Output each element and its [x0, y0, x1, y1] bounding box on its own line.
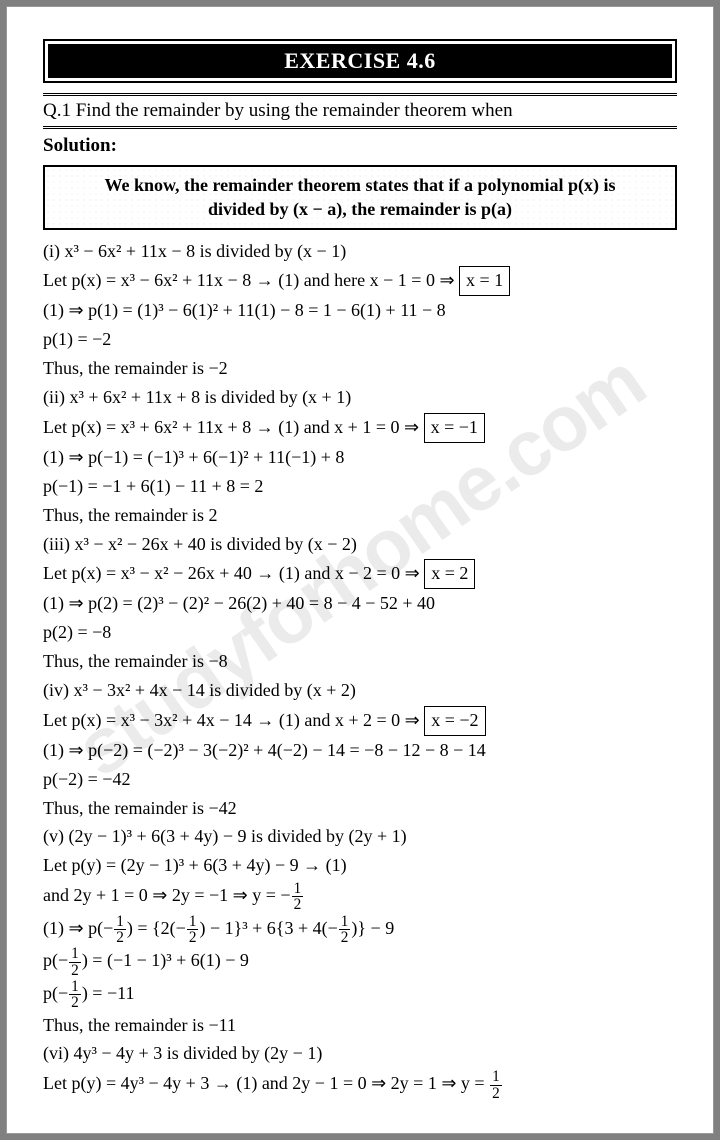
question-text: Q.1 Find the remainder by using the rema…: [43, 100, 677, 122]
step: Thus, the remainder is −11: [43, 1012, 677, 1040]
step: Thus, the remainder is −2: [43, 355, 677, 383]
text: Let p(x) = x³ − x² − 26x + 40 → (1) and …: [43, 563, 424, 583]
text: p(−: [43, 950, 68, 970]
answer-box: x = 2: [424, 559, 475, 589]
text: Let p(x) = x³ + 6x² + 11x + 8 → (1) and …: [43, 417, 424, 437]
step: p(−2) = −42: [43, 766, 677, 794]
theorem-box: We know, the remainder theorem states th…: [43, 165, 677, 230]
exercise-banner: EXERCISE 4.6: [43, 39, 677, 83]
page: studyforhome.com EXERCISE 4.6 Q.1 Find t…: [6, 6, 714, 1134]
answer-box: x = −1: [424, 413, 485, 443]
step: (1) ⇒ p(1) = (1)³ − 6(1)² + 11(1) − 8 = …: [43, 297, 677, 325]
fraction-half: 12: [187, 914, 199, 946]
step: Let p(y) = 4y³ − 4y + 3 → (1) and 2y − 1…: [43, 1069, 677, 1101]
step: Thus, the remainder is 2: [43, 502, 677, 530]
step: (1) ⇒ p(2) = (2)³ − (2)² − 26(2) + 40 = …: [43, 590, 677, 618]
step: (iv) x³ − 3x² + 4x − 14 is divided by (x…: [43, 677, 677, 705]
step: Thus, the remainder is −8: [43, 648, 677, 676]
text: ) = {2(−: [127, 918, 186, 938]
step: (i) x³ − 6x² + 11x − 8 is divided by (x …: [43, 238, 677, 266]
divider-bottom: [43, 126, 677, 129]
step: and 2y + 1 = 0 ⇒ 2y = −1 ⇒ y = −12: [43, 881, 677, 913]
step: (1) ⇒ p(−2) = (−2)³ − 3(−2)² + 4(−2) − 1…: [43, 737, 677, 765]
step: p(−12) = −11: [43, 979, 677, 1011]
step: Let p(x) = x³ − 3x² + 4x − 14 → (1) and …: [43, 706, 677, 736]
text: p(−: [43, 983, 68, 1003]
step: (v) (2y − 1)³ + 6(3 + 4y) − 9 is divided…: [43, 823, 677, 851]
step: p(−12) = (−1 − 1)³ + 6(1) − 9: [43, 946, 677, 978]
fraction-half: 12: [69, 946, 81, 978]
fraction-half: 12: [490, 1069, 502, 1101]
step: p(1) = −2: [43, 326, 677, 354]
fraction-half: 12: [69, 979, 81, 1011]
step: (ii) x³ + 6x² + 11x + 8 is divided by (x…: [43, 384, 677, 412]
answer-box: x = −2: [424, 706, 485, 736]
answer-box: x = 1: [459, 266, 510, 296]
step: Let p(x) = x³ − x² − 26x + 40 → (1) and …: [43, 559, 677, 589]
solution-content: (i) x³ − 6x² + 11x − 8 is divided by (x …: [43, 238, 677, 1101]
fraction-half: 12: [339, 914, 351, 946]
step: (1) ⇒ p(−12) = {2(−12) − 1}³ + 6{3 + 4(−…: [43, 914, 677, 946]
step: p(−1) = −1 + 6(1) − 11 + 8 = 2: [43, 473, 677, 501]
theorem-line-1: We know, the remainder theorem states th…: [55, 173, 665, 197]
theorem-line-2: divided by (x − a), the remainder is p(a…: [55, 197, 665, 221]
fraction-half: 12: [114, 914, 126, 946]
step: (vi) 4y³ − 4y + 3 is divided by (2y − 1): [43, 1040, 677, 1068]
exercise-title: EXERCISE 4.6: [48, 44, 672, 78]
step: Let p(x) = x³ − 6x² + 11x − 8 → (1) and …: [43, 266, 677, 296]
step: Let p(x) = x³ + 6x² + 11x + 8 → (1) and …: [43, 413, 677, 443]
divider-top: [43, 93, 677, 96]
text: and 2y + 1 = 0 ⇒ 2y = −1 ⇒ y = −: [43, 885, 291, 905]
text: (1) ⇒ p(−: [43, 918, 113, 938]
text: ) = −11: [82, 983, 135, 1003]
text: Let p(y) = 4y³ − 4y + 3 → (1) and 2y − 1…: [43, 1073, 489, 1093]
step: (iii) x³ − x² − 26x + 40 is divided by (…: [43, 531, 677, 559]
text: ) − 1}³ + 6{3 + 4(−: [199, 918, 337, 938]
step: Let p(y) = (2y − 1)³ + 6(3 + 4y) − 9 → (…: [43, 852, 677, 880]
step: Thus, the remainder is −42: [43, 795, 677, 823]
text: ) = (−1 − 1)³ + 6(1) − 9: [82, 950, 249, 970]
text: Let p(x) = x³ − 3x² + 4x − 14 → (1) and …: [43, 710, 424, 730]
step: (1) ⇒ p(−1) = (−1)³ + 6(−1)² + 11(−1) + …: [43, 444, 677, 472]
step: p(2) = −8: [43, 619, 677, 647]
solution-label: Solution:: [43, 135, 677, 157]
text: )} − 9: [351, 918, 394, 938]
text: Let p(x) = x³ − 6x² + 11x − 8 → (1) and …: [43, 270, 459, 290]
fraction-half: 12: [292, 881, 304, 913]
